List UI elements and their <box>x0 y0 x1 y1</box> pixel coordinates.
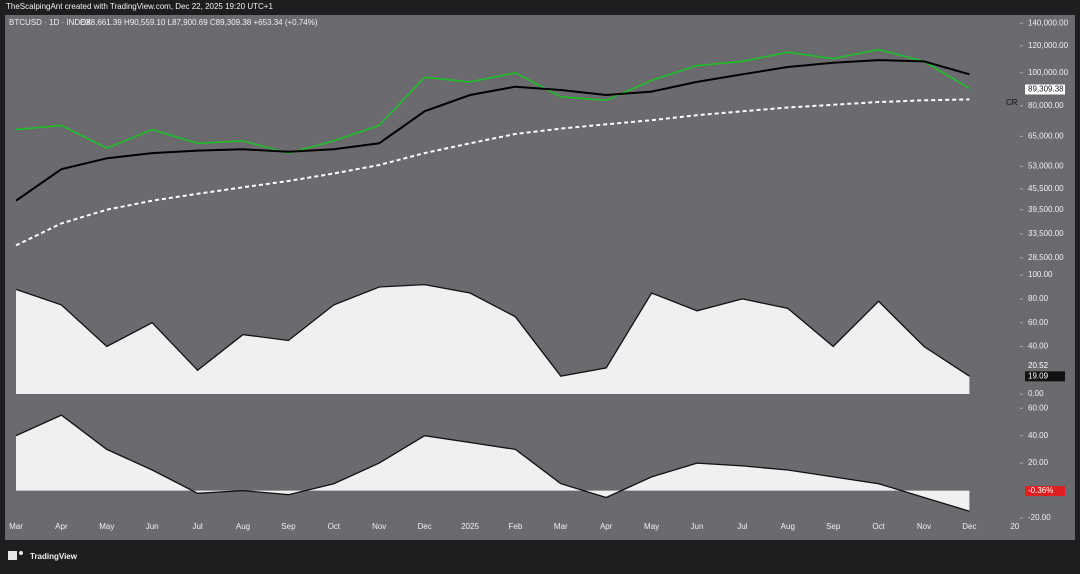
x-tick-label: Nov <box>372 522 386 531</box>
x-tick-label: Oct <box>328 522 341 531</box>
value-marker-label: 20.52 <box>1028 361 1049 370</box>
line <box>15 283 970 377</box>
x-tick-label: Oct <box>872 522 885 531</box>
x-tick-label: Apr <box>55 522 68 531</box>
y-tick-label: 65,000.00 <box>1028 131 1064 140</box>
value-marker <box>1025 360 1065 371</box>
x-tick-label: Mar <box>554 522 568 531</box>
y-tick-label: 33,500.00 <box>1028 229 1064 238</box>
x-tick-label: May <box>99 522 114 531</box>
line <box>15 48 970 154</box>
x-tick-label: Aug <box>781 522 795 531</box>
x-tick-label: Feb <box>509 522 523 531</box>
x-tick-label: Apr <box>600 522 613 531</box>
x-tick-label: Jun <box>691 522 704 531</box>
line <box>15 414 970 512</box>
x-tick-label: 2025 <box>461 522 479 531</box>
value-marker <box>1025 371 1065 382</box>
line <box>15 59 970 202</box>
y-tick-label: 20.00 <box>1028 458 1049 467</box>
logo <box>8 551 23 560</box>
y-tick-label: 53,000.00 <box>1028 161 1064 170</box>
y-tick-label: 100,000.00 <box>1028 68 1069 77</box>
y-tick-label: 45,500.00 <box>1028 184 1064 193</box>
y-tick-label: 100.00 <box>1028 270 1053 279</box>
y-tick-label: 60.00 <box>1028 318 1049 327</box>
credit: TheScalpingAnt created with TradingView.… <box>6 2 273 11</box>
brand: TradingView <box>30 552 78 561</box>
x-tick-label: Sep <box>281 522 296 531</box>
x-tick-label: Mar <box>9 522 23 531</box>
area <box>16 415 970 512</box>
value-marker-label: 89,309.38 <box>1028 85 1064 94</box>
y-tick-label: -20.00 <box>1028 513 1051 522</box>
y-tick-label: 40.00 <box>1028 431 1049 440</box>
value-marker-label: 19.09 <box>1028 371 1049 380</box>
y-tick-label: 0.00 <box>1028 389 1044 398</box>
x-tick-label: Jul <box>737 522 747 531</box>
y-tick-label: 80,000.00 <box>1028 101 1064 110</box>
value-marker <box>1025 84 1065 95</box>
x-tick-label: Aug <box>236 522 250 531</box>
x-tick-label: Dec <box>417 522 431 531</box>
x-tick-label: Jun <box>146 522 159 531</box>
ohlc: O88,661.39 H90,559.10 L87,900.69 C89,309… <box>80 18 318 27</box>
x-tick-label: Nov <box>917 522 931 531</box>
value-marker <box>1025 486 1065 497</box>
y-tick-label: 60.00 <box>1028 403 1049 412</box>
y-tick-label: 120,000.00 <box>1028 41 1069 50</box>
y-tick-label: 140,000.00 <box>1028 18 1069 27</box>
annotation: CR <box>1006 98 1018 107</box>
x-tick-label: Sep <box>826 522 841 531</box>
area <box>16 284 970 395</box>
y-tick-label: 39,500.00 <box>1028 205 1064 214</box>
x-tick-label: Dec <box>962 522 976 531</box>
y-tick-label: 40.00 <box>1028 342 1049 351</box>
y-tick-label: 80.00 <box>1028 294 1049 303</box>
symbol: BTCUSD · 1D · INDEX <box>9 18 91 27</box>
x-tick-label: 20 <box>1010 522 1019 531</box>
x-tick-label: Jul <box>192 522 202 531</box>
plot-background <box>5 15 1075 540</box>
x-tick-label: May <box>644 522 659 531</box>
y-tick-label: 28,500.00 <box>1028 253 1064 262</box>
line <box>15 98 970 247</box>
value-marker-label: -0.36% <box>1028 486 1053 495</box>
